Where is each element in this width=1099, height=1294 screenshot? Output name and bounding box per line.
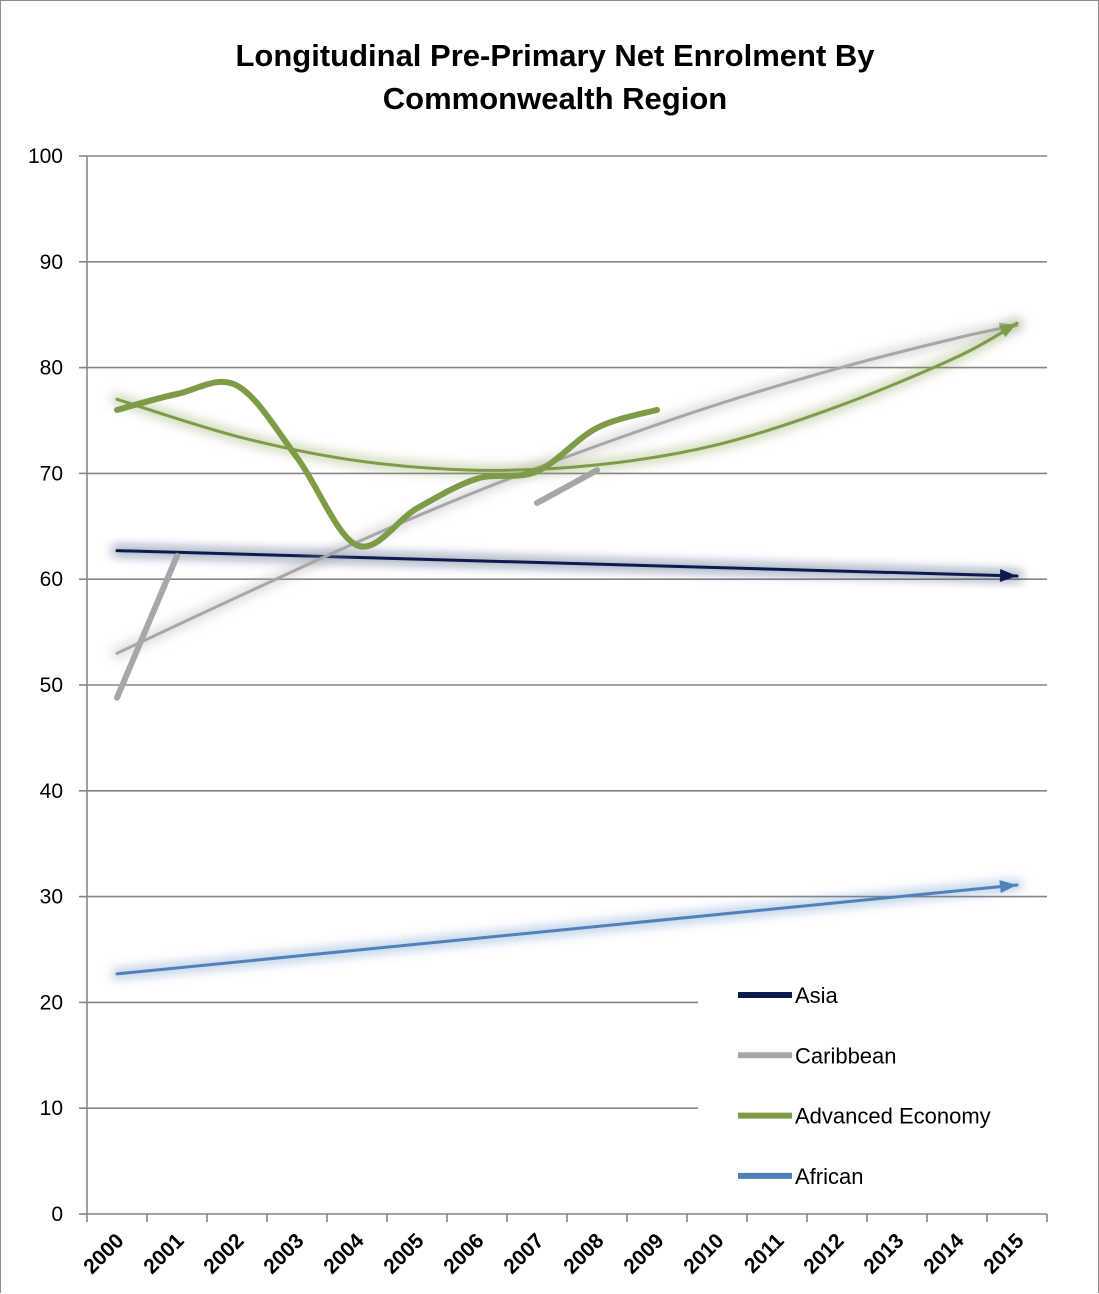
y-tick-label-40: 40: [40, 780, 63, 803]
series-advanced-economy: [111, 317, 1023, 550]
chart-title-line-1: Longitudinal Pre-Primary Net Enrolment B…: [235, 38, 875, 73]
series-asia: [111, 544, 1023, 583]
x-tick-label-2011: 2011: [740, 1229, 789, 1278]
x-tick-label-2015: 2015: [979, 1229, 1029, 1279]
y-tick-label-100: 100: [28, 145, 63, 168]
x-tick-label-2000: 2000: [79, 1229, 128, 1278]
series-caribbean: [111, 319, 1023, 701]
y-tick-label-0: 0: [51, 1203, 63, 1226]
legend-label-advanced-economy: Advanced Economy: [795, 1104, 991, 1129]
series-line-caribbean-segment-2: [534, 467, 600, 506]
y-tick-label-80: 80: [40, 357, 63, 380]
x-tick-label-2010: 2010: [679, 1229, 728, 1278]
trendline-arrow-asia: [999, 569, 1017, 583]
trendline-advanced-economy: [115, 321, 1019, 472]
x-tick-label-2006: 2006: [439, 1229, 488, 1278]
x-tick-label-2013: 2013: [859, 1229, 908, 1278]
trendline-african: [115, 883, 1019, 976]
x-tick-label-2009: 2009: [619, 1229, 668, 1278]
legend-label-african: African: [795, 1164, 863, 1189]
legend-label-asia: Asia: [795, 983, 839, 1008]
trendline-asia: [115, 549, 1019, 578]
y-tick-label-20: 20: [40, 991, 63, 1014]
x-tick-label-2008: 2008: [559, 1229, 609, 1279]
x-tick-label-2005: 2005: [379, 1229, 429, 1279]
trendline-arrow-african: [999, 880, 1017, 894]
series-african: [111, 878, 1023, 980]
trendline-arrow-advanced-economy: [999, 323, 1017, 338]
y-tick-label-90: 90: [40, 251, 63, 274]
y-tick-label-30: 30: [40, 886, 63, 909]
y-tick-label-70: 70: [40, 462, 63, 485]
x-tick-label-2012: 2012: [799, 1229, 848, 1278]
y-tick-label-10: 10: [40, 1097, 63, 1120]
x-tick-label-2014: 2014: [919, 1229, 969, 1279]
x-tick-label-2002: 2002: [199, 1229, 248, 1278]
trendline-caribbean: [115, 323, 1019, 655]
x-tick-label-2007: 2007: [499, 1229, 548, 1278]
chart-title-line-2: Commonwealth Region: [382, 81, 728, 116]
x-tick-label-2001: 2001: [139, 1229, 189, 1279]
x-tick-label-2003: 2003: [259, 1229, 308, 1278]
y-tick-label-60: 60: [40, 568, 63, 591]
series-line-caribbean-segment-1: [114, 552, 180, 701]
legend-label-caribbean: Caribbean: [795, 1043, 897, 1068]
x-tick-label-2004: 2004: [319, 1229, 369, 1279]
legend-box: [700, 972, 1040, 1202]
y-tick-label-50: 50: [40, 674, 63, 697]
series-line-advanced-economy: [114, 378, 660, 550]
chart-title: Longitudinal Pre-Primary Net Enrolment B…: [0, 34, 1099, 120]
